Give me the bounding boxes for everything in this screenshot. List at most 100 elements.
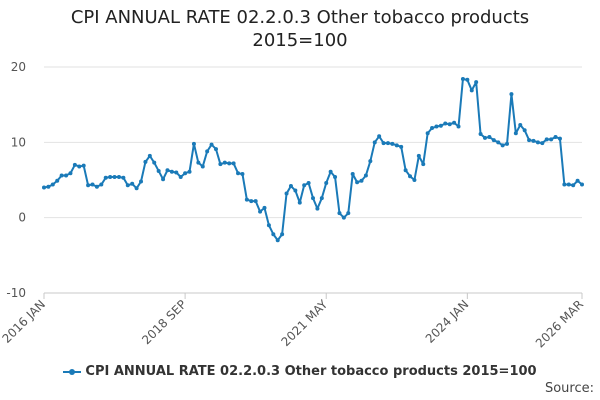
data-point[interactable] bbox=[531, 138, 536, 143]
data-point[interactable] bbox=[500, 143, 505, 148]
data-point[interactable] bbox=[350, 171, 355, 176]
data-point[interactable] bbox=[562, 182, 567, 187]
data-point[interactable] bbox=[390, 141, 395, 146]
data-point[interactable] bbox=[143, 159, 148, 164]
data-point[interactable] bbox=[377, 134, 382, 139]
data-point[interactable] bbox=[293, 188, 298, 193]
data-point[interactable] bbox=[205, 149, 210, 154]
data-point[interactable] bbox=[385, 141, 390, 146]
data-point[interactable] bbox=[399, 144, 404, 149]
data-point[interactable] bbox=[297, 200, 302, 205]
data-point[interactable] bbox=[306, 181, 311, 186]
data-point[interactable] bbox=[165, 168, 170, 173]
data-point[interactable] bbox=[553, 135, 558, 140]
data-point[interactable] bbox=[90, 182, 95, 187]
data-point[interactable] bbox=[337, 211, 342, 216]
data-point[interactable] bbox=[121, 175, 126, 180]
data-point[interactable] bbox=[443, 121, 448, 126]
data-point[interactable] bbox=[505, 141, 510, 146]
data-point[interactable] bbox=[359, 178, 364, 183]
data-point[interactable] bbox=[271, 232, 276, 237]
data-point[interactable] bbox=[469, 88, 474, 93]
data-point[interactable] bbox=[363, 173, 368, 178]
data-point[interactable] bbox=[139, 179, 144, 184]
data-point[interactable] bbox=[452, 120, 457, 125]
data-point[interactable] bbox=[372, 140, 377, 145]
data-point[interactable] bbox=[86, 183, 91, 188]
data-point[interactable] bbox=[147, 153, 152, 158]
legend[interactable]: CPI ANNUAL RATE 02.2.0.3 Other tobacco p… bbox=[0, 364, 600, 379]
data-point[interactable] bbox=[346, 211, 351, 216]
data-point[interactable] bbox=[284, 191, 289, 196]
data-point[interactable] bbox=[187, 169, 192, 174]
data-point[interactable] bbox=[522, 128, 527, 133]
data-point[interactable] bbox=[491, 138, 496, 143]
data-point[interactable] bbox=[68, 171, 73, 176]
data-point[interactable] bbox=[178, 174, 183, 179]
data-point[interactable] bbox=[55, 178, 60, 183]
data-point[interactable] bbox=[130, 181, 135, 186]
data-point[interactable] bbox=[302, 183, 307, 188]
data-point[interactable] bbox=[174, 170, 179, 175]
data-point[interactable] bbox=[50, 182, 55, 187]
data-point[interactable] bbox=[266, 223, 271, 228]
data-point[interactable] bbox=[416, 153, 421, 158]
data-point[interactable] bbox=[430, 126, 435, 131]
data-point[interactable] bbox=[311, 196, 315, 201]
data-point[interactable] bbox=[496, 140, 501, 145]
data-point[interactable] bbox=[355, 180, 360, 185]
data-point[interactable] bbox=[280, 232, 285, 237]
data-point[interactable] bbox=[275, 238, 280, 243]
data-point[interactable] bbox=[258, 209, 263, 214]
data-point[interactable] bbox=[152, 160, 157, 165]
data-point[interactable] bbox=[487, 135, 492, 140]
data-point[interactable] bbox=[425, 131, 430, 136]
data-point[interactable] bbox=[513, 131, 518, 136]
data-point[interactable] bbox=[191, 141, 196, 146]
data-point[interactable] bbox=[381, 141, 386, 146]
data-point[interactable] bbox=[222, 160, 227, 165]
data-point[interactable] bbox=[540, 141, 545, 146]
data-point[interactable] bbox=[108, 174, 113, 179]
data-point[interactable] bbox=[200, 164, 205, 169]
data-point[interactable] bbox=[231, 161, 236, 166]
data-point[interactable] bbox=[253, 199, 258, 204]
data-point[interactable] bbox=[236, 171, 241, 176]
data-point[interactable] bbox=[549, 137, 554, 142]
data-point[interactable] bbox=[434, 124, 439, 129]
data-point[interactable] bbox=[328, 169, 333, 174]
data-point[interactable] bbox=[262, 205, 267, 210]
data-point[interactable] bbox=[103, 175, 108, 180]
data-point[interactable] bbox=[94, 184, 99, 189]
data-point[interactable] bbox=[183, 171, 188, 176]
data-point[interactable] bbox=[315, 206, 320, 211]
data-point[interactable] bbox=[478, 132, 483, 137]
data-point[interactable] bbox=[333, 174, 338, 179]
data-point[interactable] bbox=[465, 77, 470, 82]
data-point[interactable] bbox=[81, 163, 86, 168]
data-point[interactable] bbox=[77, 164, 82, 169]
data-point[interactable] bbox=[566, 182, 571, 187]
data-point[interactable] bbox=[240, 171, 245, 176]
data-point[interactable] bbox=[227, 161, 232, 166]
data-point[interactable] bbox=[209, 142, 214, 147]
data-point[interactable] bbox=[557, 136, 562, 141]
data-point[interactable] bbox=[112, 174, 117, 179]
data-point[interactable] bbox=[156, 168, 161, 173]
data-point[interactable] bbox=[394, 143, 399, 148]
data-point[interactable] bbox=[59, 173, 64, 178]
data-point[interactable] bbox=[447, 122, 452, 127]
data-point[interactable] bbox=[408, 174, 413, 179]
data-point[interactable] bbox=[72, 162, 77, 167]
data-point[interactable] bbox=[324, 181, 329, 186]
data-point[interactable] bbox=[460, 77, 465, 82]
data-point[interactable] bbox=[474, 80, 479, 85]
data-point[interactable] bbox=[42, 185, 46, 190]
data-point[interactable] bbox=[421, 162, 426, 167]
data-point[interactable] bbox=[403, 168, 408, 173]
data-point[interactable] bbox=[509, 92, 514, 97]
data-point[interactable] bbox=[218, 162, 223, 167]
data-point[interactable] bbox=[161, 177, 166, 182]
data-point[interactable] bbox=[368, 159, 373, 164]
data-point[interactable] bbox=[213, 147, 218, 152]
